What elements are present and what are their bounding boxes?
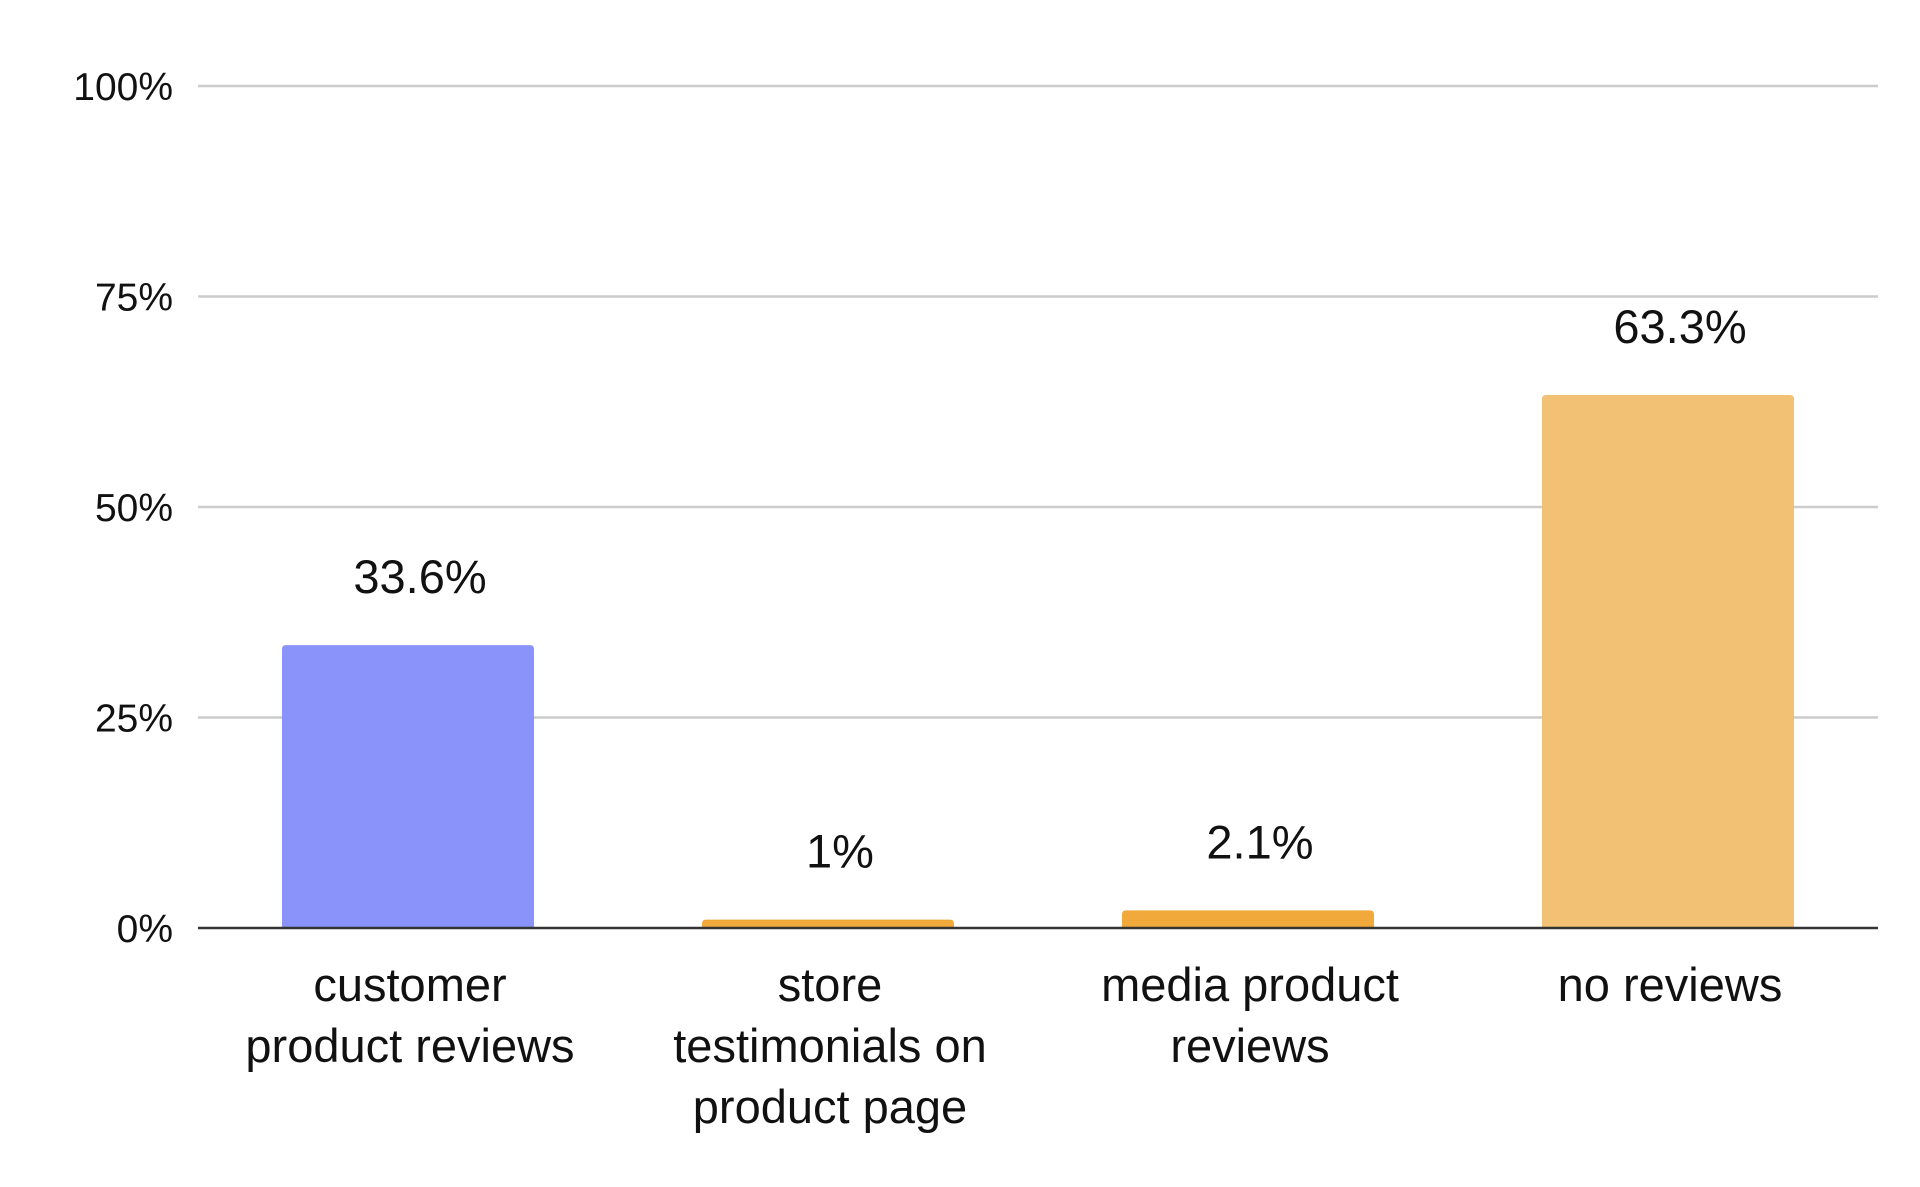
y-tick-label: 100% bbox=[73, 66, 173, 109]
y-tick-label: 50% bbox=[95, 487, 173, 530]
category-label-line: media product bbox=[1101, 958, 1399, 1011]
category-label-line: product page bbox=[693, 1080, 967, 1133]
bar-value-label: 2.1% bbox=[1206, 815, 1313, 868]
y-tick-label: 75% bbox=[95, 277, 173, 320]
category-label-line: product reviews bbox=[245, 1019, 574, 1072]
bar bbox=[1542, 395, 1794, 928]
value-labels: 33.6% 1% 2.1% 63.3% bbox=[353, 300, 1746, 878]
category-label-line: customer bbox=[313, 958, 506, 1011]
category-labels: customer product reviews store testimonials… bbox=[245, 958, 1782, 1133]
bar bbox=[282, 645, 534, 928]
y-tick-label: 25% bbox=[95, 698, 173, 741]
category-label: store testimonials on product page bbox=[673, 958, 987, 1133]
category-label: no reviews bbox=[1558, 958, 1783, 1011]
category-label-line: reviews bbox=[1170, 1019, 1329, 1072]
bars bbox=[282, 395, 1794, 928]
bar bbox=[702, 919, 954, 928]
bar-value-label: 33.6% bbox=[353, 550, 486, 603]
y-tick-label: 0% bbox=[117, 908, 173, 951]
category-label: media product reviews bbox=[1101, 958, 1399, 1072]
category-label: customer product reviews bbox=[245, 958, 574, 1072]
bar bbox=[1122, 910, 1374, 928]
category-label-line: testimonials on bbox=[673, 1019, 987, 1072]
category-label-line: store bbox=[778, 958, 883, 1011]
bar-value-label: 63.3% bbox=[1613, 300, 1746, 353]
category-label-line: no reviews bbox=[1558, 958, 1783, 1011]
bar-value-label: 1% bbox=[806, 825, 874, 878]
y-axis-ticks: 0% 25% 50% 75% 100% bbox=[73, 66, 173, 951]
